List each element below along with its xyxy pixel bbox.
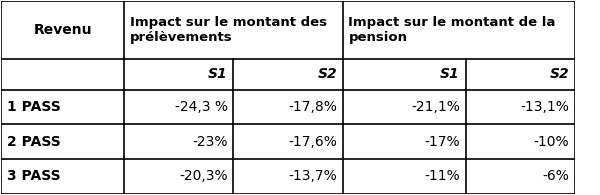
Text: 2 PASS: 2 PASS — [7, 135, 61, 149]
Text: -17%: -17% — [424, 135, 460, 149]
Text: -11%: -11% — [424, 169, 460, 183]
Text: -20,3%: -20,3% — [179, 169, 228, 183]
Text: -21,1%: -21,1% — [411, 100, 460, 114]
Text: S1: S1 — [440, 67, 460, 82]
Text: -17,6%: -17,6% — [288, 135, 337, 149]
Text: Revenu: Revenu — [34, 23, 92, 37]
Text: S1: S1 — [208, 67, 228, 82]
Text: -6%: -6% — [542, 169, 569, 183]
Text: S2: S2 — [317, 67, 337, 82]
Text: Impact sur le montant de la
pension: Impact sur le montant de la pension — [349, 16, 556, 44]
Text: -10%: -10% — [533, 135, 569, 149]
Text: -13,7%: -13,7% — [288, 169, 337, 183]
Text: S2: S2 — [550, 67, 569, 82]
Text: -13,1%: -13,1% — [520, 100, 569, 114]
Text: -23%: -23% — [192, 135, 228, 149]
Text: 1 PASS: 1 PASS — [7, 100, 61, 114]
Text: Impact sur le montant des
prélèvements: Impact sur le montant des prélèvements — [130, 16, 327, 44]
Text: -17,8%: -17,8% — [288, 100, 337, 114]
Text: -24,3 %: -24,3 % — [175, 100, 228, 114]
Text: 3 PASS: 3 PASS — [7, 169, 61, 183]
